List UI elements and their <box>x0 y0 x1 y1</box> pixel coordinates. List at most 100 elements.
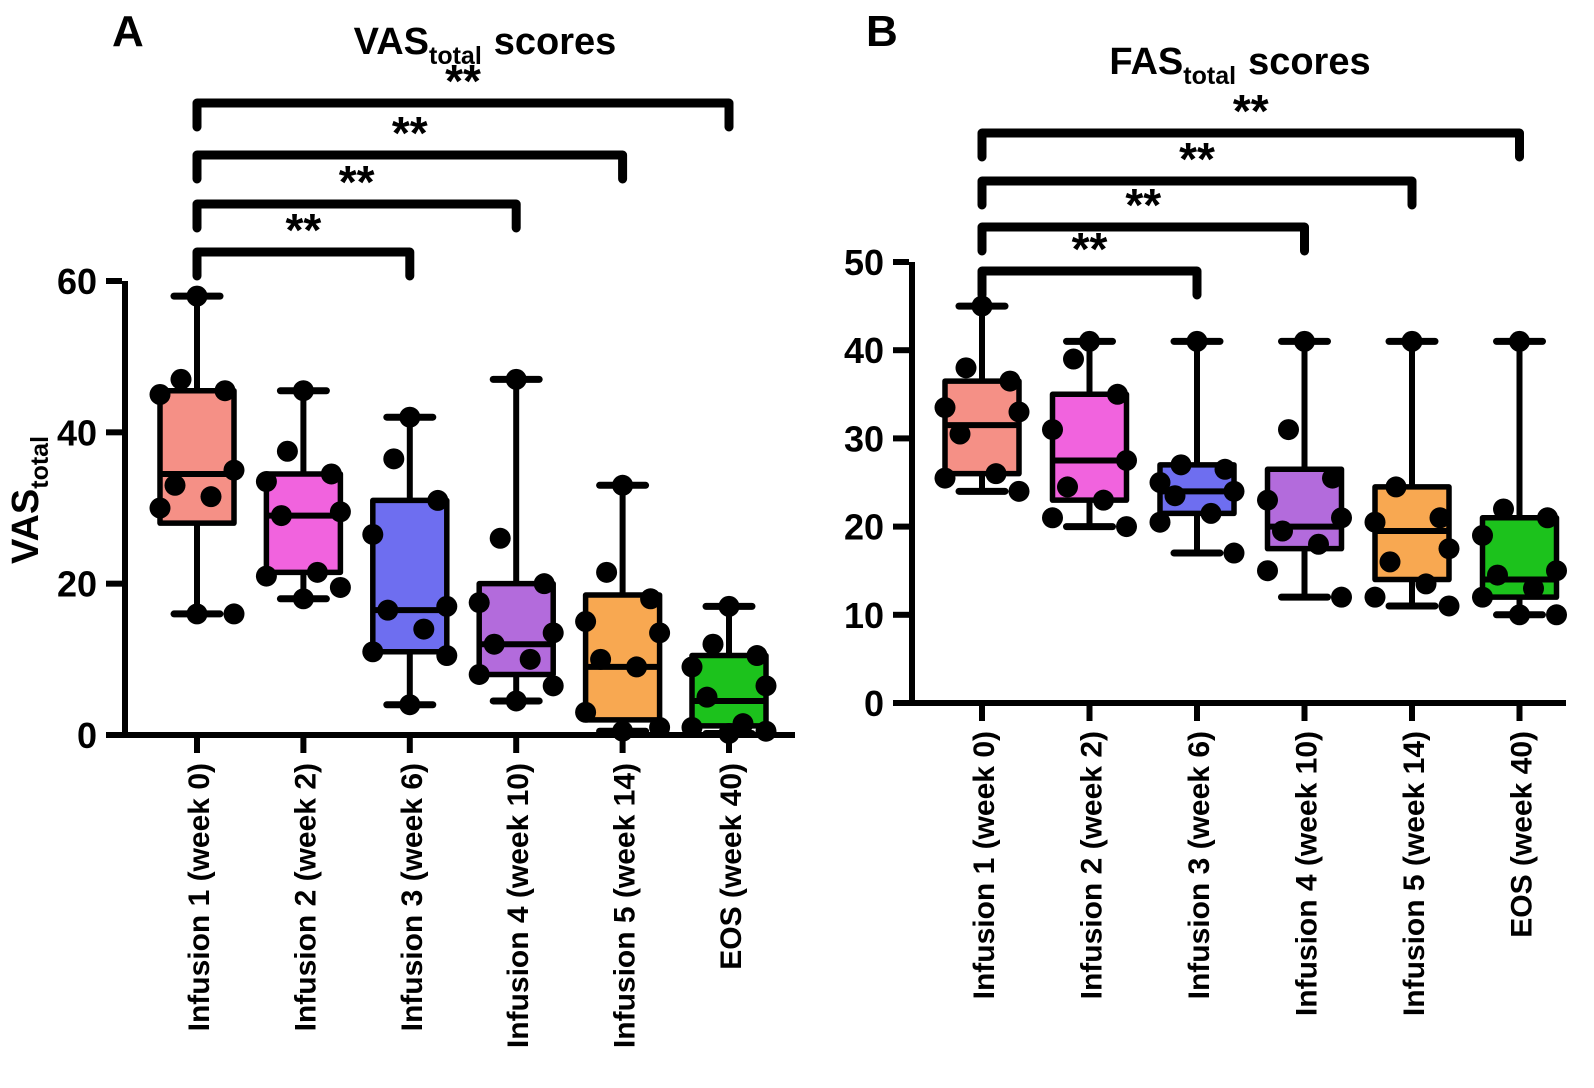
data-point <box>383 448 405 470</box>
box-group <box>1364 330 1460 617</box>
x-tick-label: Infusion 2 (week 2) <box>1076 731 1109 999</box>
data-point <box>575 611 597 632</box>
significance-bracket <box>977 176 1417 210</box>
data-point <box>489 527 511 549</box>
data-point <box>999 370 1021 392</box>
y-tick-label: 40 <box>57 412 97 453</box>
data-point <box>255 565 277 587</box>
x-tick-label: Infusion 4 (week 10) <box>502 763 535 1048</box>
panel-a-letter: A <box>112 7 144 56</box>
data-point <box>934 467 956 489</box>
y-tick-label: 30 <box>844 418 884 459</box>
data-point <box>1257 489 1278 511</box>
x-tick-label: Infusion 5 (week 14) <box>609 763 642 1048</box>
data-point <box>590 648 612 670</box>
data-point <box>399 406 421 428</box>
data-point <box>542 675 564 697</box>
data-point <box>640 588 662 610</box>
data-point <box>468 663 490 685</box>
y-tick-label: 10 <box>844 595 884 636</box>
data-point <box>612 720 634 742</box>
data-point <box>1214 458 1236 480</box>
data-point <box>1322 467 1343 489</box>
data-point <box>681 656 703 678</box>
panel-b: 0 10 20 30 40 50 Infusion 1 (week 0) Infusion 2… <box>844 85 1567 1016</box>
data-point <box>1079 330 1100 352</box>
data-point <box>399 694 421 716</box>
y-tick-label: 50 <box>844 242 884 283</box>
panel-b-title-main: FAS <box>1109 41 1183 83</box>
data-point <box>1537 507 1558 529</box>
data-point <box>985 463 1007 485</box>
panel-b-title-subscript: total <box>1183 62 1236 90</box>
data-point <box>1042 507 1063 529</box>
x-tick-label: Infusion 4 (week 10) <box>1291 731 1324 1016</box>
box-group <box>1149 330 1245 564</box>
data-point <box>436 595 458 617</box>
significance-label: ** <box>1125 179 1161 231</box>
data-point <box>1364 586 1386 608</box>
significance-label: ** <box>339 156 375 208</box>
significance-label: ** <box>392 107 428 159</box>
y-tick-label: 60 <box>57 261 97 302</box>
data-point <box>596 561 618 583</box>
data-point <box>1438 538 1460 560</box>
data-point <box>436 645 458 667</box>
data-point <box>702 633 724 655</box>
data-point <box>612 474 634 496</box>
data-point <box>1509 330 1530 352</box>
y-tick-label: 20 <box>57 564 97 605</box>
data-point <box>1278 419 1299 441</box>
significance-bracket <box>192 150 628 184</box>
panel-a-title-subscript: total <box>429 42 482 70</box>
data-point <box>971 295 993 317</box>
data-point <box>1057 476 1078 498</box>
significance-label: ** <box>445 55 481 107</box>
data-point <box>1257 560 1278 582</box>
data-point <box>362 523 384 545</box>
panel-b-letter: B <box>866 7 898 56</box>
data-point <box>1116 449 1137 471</box>
data-point <box>292 380 314 402</box>
box-group <box>255 380 351 610</box>
data-point <box>1008 480 1030 502</box>
x-tick-label: EOS (week 40) <box>1506 731 1539 938</box>
data-point <box>170 368 192 390</box>
data-point <box>1472 586 1493 608</box>
x-tick-label: EOS (week 40) <box>715 763 748 970</box>
data-point <box>696 686 718 708</box>
y-tick-label: 0 <box>77 715 97 756</box>
x-tick-label: Infusion 5 (week 14) <box>1398 731 1431 1016</box>
box-group <box>468 368 564 712</box>
data-point <box>1223 480 1245 502</box>
data-point <box>149 497 171 519</box>
panel-a-title: VAStotal scores <box>354 21 617 70</box>
data-point <box>1294 330 1315 352</box>
box-group <box>681 595 777 744</box>
box-group <box>149 285 245 625</box>
box-group <box>1472 330 1567 626</box>
data-point <box>1429 507 1451 529</box>
box-group <box>362 406 458 716</box>
data-point <box>1200 502 1222 524</box>
data-point <box>377 599 399 621</box>
box-group <box>934 295 1030 502</box>
data-point <box>519 648 541 670</box>
significance-bracket <box>977 128 1524 162</box>
data-point <box>1272 520 1293 542</box>
data-point <box>223 459 245 481</box>
data-point <box>1379 551 1401 573</box>
significance-bracket <box>192 98 734 132</box>
data-point <box>955 357 977 379</box>
panel-a-y-axis-label-main: VAS <box>5 489 47 564</box>
data-point <box>1493 498 1514 520</box>
data-point <box>276 440 298 462</box>
y-tick-label: 0 <box>864 683 884 724</box>
data-point <box>1415 573 1437 595</box>
data-point <box>1223 542 1245 564</box>
data-point <box>427 489 449 511</box>
box <box>370 497 450 655</box>
x-tick-label: Infusion 3 (week 6) <box>1183 731 1216 999</box>
